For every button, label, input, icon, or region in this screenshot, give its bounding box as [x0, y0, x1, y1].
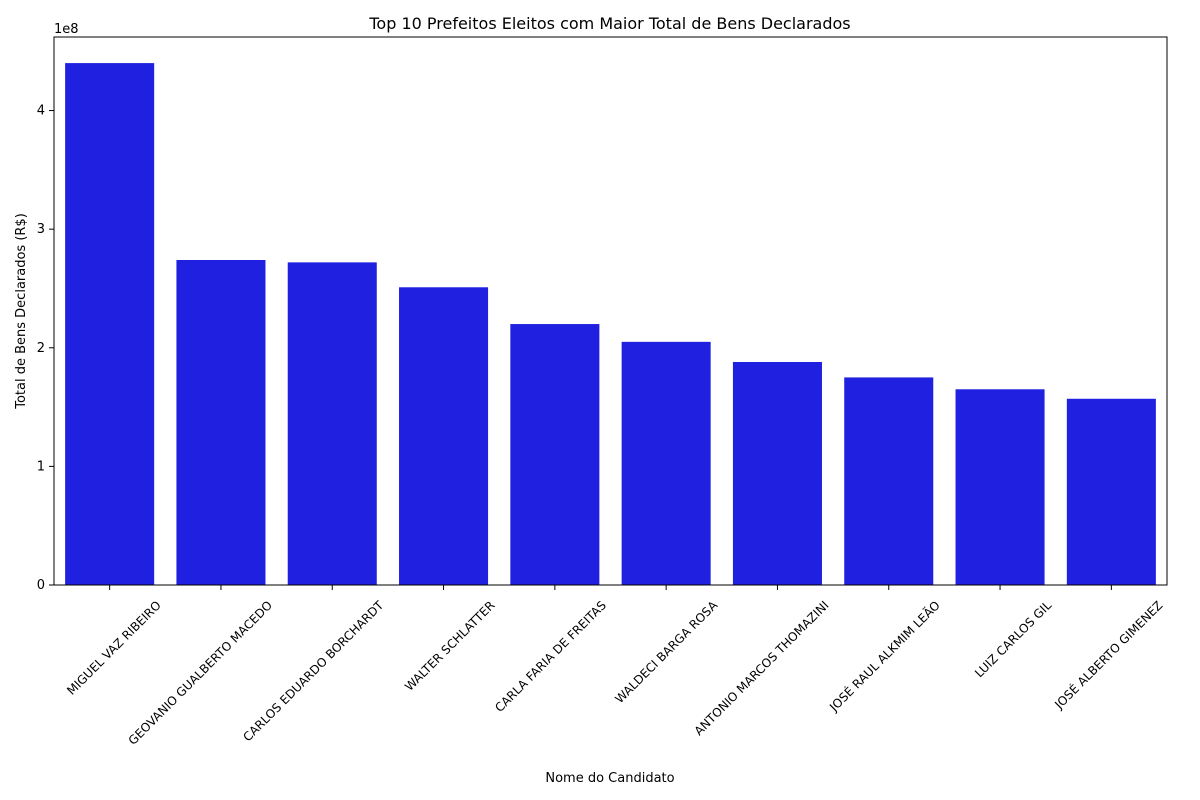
y-axis-label: Total de Bens Declarados (R$) — [14, 213, 29, 410]
plot-frame — [53, 36, 1168, 586]
bar-2 — [176, 259, 266, 585]
y-ticks-group: 0 1 2 3 4 — [37, 104, 54, 593]
x-tick-label: WALDECI BARGA ROSA — [612, 598, 720, 706]
bars-group — [65, 63, 1156, 586]
x-tick-label: LUIZ CARLOS GIL — [972, 598, 1054, 680]
x-tick-label: CARLA FARIA DE FREITAS — [492, 598, 609, 715]
chart-title: Top 10 Prefeitos Eleitos com Maior Total… — [368, 14, 850, 33]
y-tick-label: 2 — [37, 341, 45, 356]
x-tick-label: ANTONIO MARCOS THOMAZINI — [692, 598, 832, 738]
bar-9 — [955, 389, 1045, 585]
x-tick-label: JOSÉ ALBERTO GIMENEZ — [1051, 598, 1166, 713]
bar-4 — [399, 287, 489, 585]
bar-10 — [1066, 398, 1156, 585]
bar-3 — [287, 262, 377, 585]
y-tick-label: 1 — [37, 459, 45, 474]
x-axis-label: Nome do Candidato — [545, 771, 674, 786]
bar-6 — [621, 341, 711, 585]
x-tick-label: MIGUEL VAZ RIBEIRO — [64, 598, 164, 698]
bar-7 — [732, 362, 822, 585]
bar-1 — [65, 63, 155, 586]
x-tick-label: JOSÉ RAUL ALKMIM LEÃO — [826, 598, 943, 715]
y-tick-label: 0 — [37, 578, 45, 593]
y-tick-label: 3 — [37, 222, 45, 237]
x-tick-label: WALTER SCHLATTER — [402, 598, 498, 694]
y-axis-offset-label: 1e8 — [54, 22, 79, 37]
bar-8 — [844, 377, 934, 585]
bar-5 — [510, 324, 600, 585]
y-tick-label: 4 — [37, 104, 45, 119]
